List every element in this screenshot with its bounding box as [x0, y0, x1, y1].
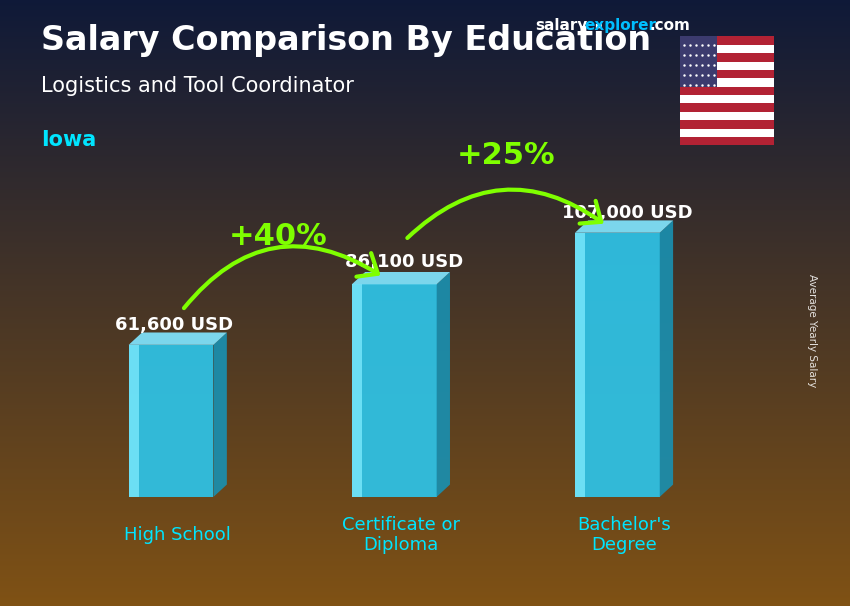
Bar: [680, 36, 717, 87]
FancyArrowPatch shape: [407, 190, 601, 238]
Text: Bachelor's
Degree: Bachelor's Degree: [577, 516, 671, 554]
Bar: [680, 87, 774, 95]
Bar: [680, 120, 774, 128]
Bar: [680, 53, 774, 62]
Bar: [128, 345, 139, 497]
Bar: [680, 95, 774, 104]
Bar: [680, 128, 774, 137]
Polygon shape: [213, 333, 227, 497]
Text: 86,100 USD: 86,100 USD: [345, 253, 463, 271]
Bar: [680, 70, 774, 78]
Bar: [680, 104, 774, 112]
Polygon shape: [660, 221, 673, 497]
Text: 107,000 USD: 107,000 USD: [562, 204, 692, 222]
Bar: [680, 62, 774, 70]
Bar: [128, 345, 213, 497]
Text: .com: .com: [649, 18, 690, 33]
Bar: [575, 233, 660, 497]
Bar: [680, 112, 774, 120]
Text: Salary Comparison By Education: Salary Comparison By Education: [42, 24, 652, 56]
Polygon shape: [128, 333, 227, 345]
Text: High School: High School: [124, 526, 231, 544]
Text: Certificate or
Diploma: Certificate or Diploma: [342, 516, 460, 554]
Bar: [575, 233, 585, 497]
FancyArrowPatch shape: [184, 246, 378, 308]
Text: +40%: +40%: [229, 222, 327, 251]
Bar: [352, 284, 362, 497]
Text: +25%: +25%: [456, 141, 555, 170]
Text: explorer: explorer: [584, 18, 656, 33]
Text: salary: salary: [536, 18, 587, 33]
Polygon shape: [575, 221, 673, 233]
Polygon shape: [352, 272, 450, 284]
Bar: [680, 137, 774, 145]
Bar: [680, 45, 774, 53]
Text: 61,600 USD: 61,600 USD: [116, 316, 234, 334]
Bar: [680, 36, 774, 45]
Bar: [352, 284, 437, 497]
Bar: [680, 78, 774, 87]
Text: Iowa: Iowa: [42, 130, 97, 150]
Polygon shape: [437, 272, 450, 497]
Text: Average Yearly Salary: Average Yearly Salary: [807, 274, 817, 387]
Text: Logistics and Tool Coordinator: Logistics and Tool Coordinator: [42, 76, 354, 96]
